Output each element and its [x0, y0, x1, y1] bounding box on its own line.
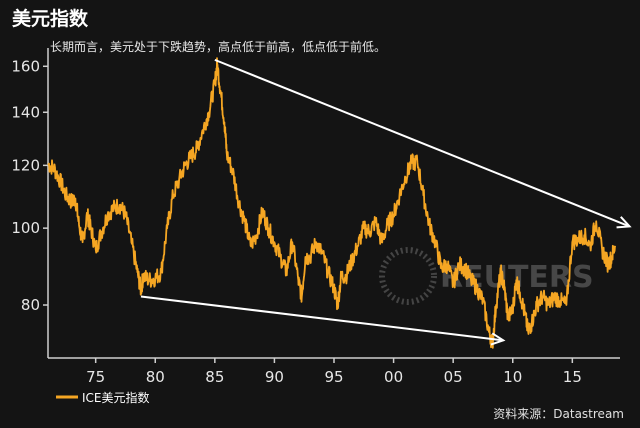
series-line [47, 57, 617, 349]
trend-arrow-head [490, 332, 506, 346]
legend: ICE美元指数 [56, 390, 150, 405]
x-tick-labels: 75 80 85 90 95 00 05 10 15 [86, 358, 582, 386]
x-tick-label: 95 [324, 368, 343, 386]
trend-arrow-head [616, 216, 632, 229]
x-tick-label: 75 [86, 368, 105, 386]
y-tick-label: 120 [11, 156, 40, 174]
source-note: 资料来源：Datastream [493, 407, 624, 421]
trend-arrow-line [214, 58, 630, 228]
y-tick-label: 100 [11, 219, 40, 237]
y-tick-labels: 80 100 120 140 160 [11, 57, 48, 314]
y-tick-label: 140 [11, 103, 40, 121]
legend-label: ICE美元指数 [82, 390, 150, 405]
x-tick-label: 10 [503, 368, 522, 386]
watermark-logo-icon [379, 247, 437, 305]
x-tick-label: 15 [563, 368, 582, 386]
series-group [47, 57, 617, 349]
trend-arrow-line [140, 295, 504, 342]
x-tick-label: 90 [265, 368, 284, 386]
trend-arrows [140, 58, 632, 346]
x-tick-label: 05 [444, 368, 463, 386]
y-tick-label: 160 [11, 57, 40, 75]
y-tick-label: 80 [21, 296, 40, 314]
chart-title: 美元指数 [12, 8, 89, 30]
x-tick-label: 85 [205, 368, 224, 386]
x-tick-label: 00 [384, 368, 403, 386]
chart-subtitle: 长期而言，美元处于下跌趋势，高点低于前高，低点低于前低。 [50, 40, 387, 54]
x-tick-label: 80 [146, 368, 165, 386]
